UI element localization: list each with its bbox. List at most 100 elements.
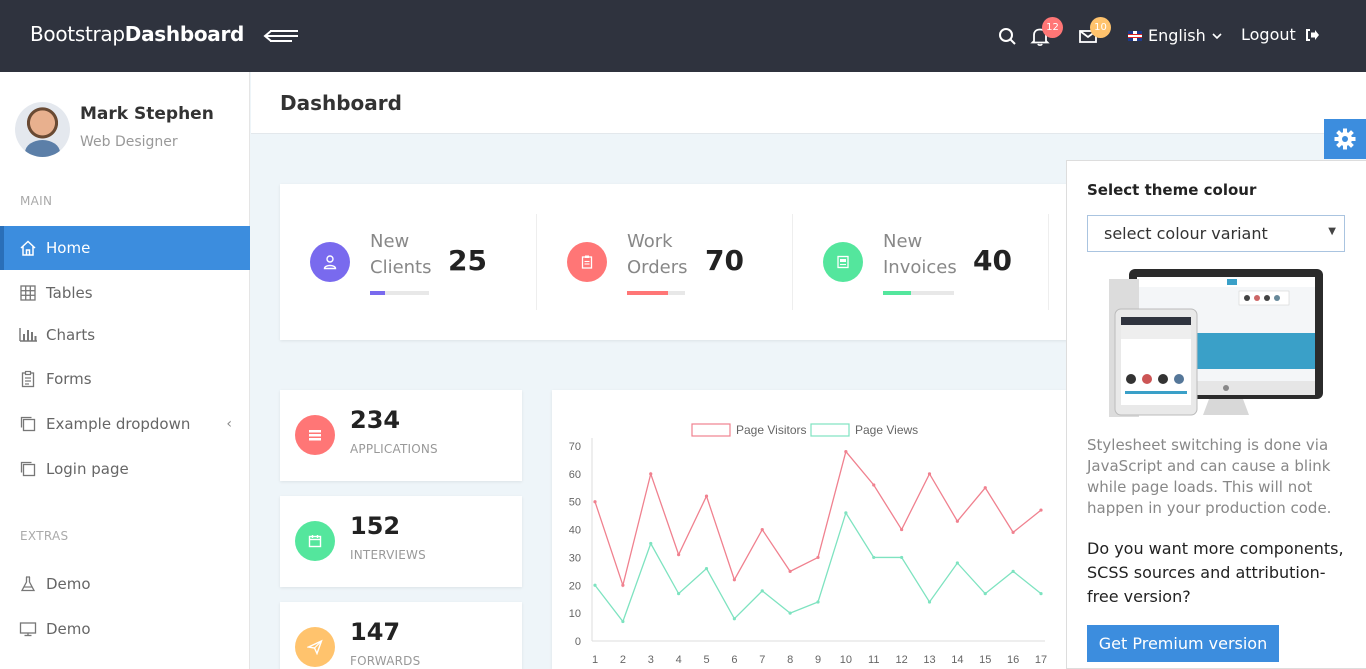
sidebar-item-tables[interactable]: Tables bbox=[0, 271, 250, 315]
brand-text-light: Bootstrap bbox=[30, 22, 125, 46]
data-point bbox=[872, 555, 876, 560]
sidebar-item-forms[interactable]: Forms bbox=[0, 357, 250, 401]
data-point bbox=[1039, 508, 1043, 512]
sidebar-item-example-dropdown[interactable]: Example dropdown ‹ bbox=[0, 402, 250, 446]
logout-link[interactable]: Logout bbox=[1241, 25, 1320, 44]
card-icon-circle bbox=[295, 627, 335, 667]
sidebar-item-demo-1[interactable]: Demo bbox=[0, 562, 250, 606]
card-applications: 234 APPLICATIONS bbox=[280, 390, 522, 481]
card-icon-circle bbox=[295, 415, 335, 455]
y-tick-label: 0 bbox=[575, 636, 581, 648]
search-button[interactable] bbox=[996, 24, 1020, 48]
sidebar-item-label: Demo bbox=[46, 575, 91, 593]
get-premium-button[interactable]: Get Premium version bbox=[1087, 625, 1279, 662]
data-point bbox=[844, 511, 848, 515]
logout-label: Logout bbox=[1241, 25, 1296, 44]
data-point bbox=[760, 527, 764, 532]
series-line-page-visitors bbox=[594, 450, 1042, 588]
data-point bbox=[927, 600, 932, 604]
sidebar-item-label: Demo bbox=[46, 620, 91, 638]
x-tick-label: 17 bbox=[1035, 654, 1047, 666]
data-point bbox=[649, 541, 653, 546]
data-point bbox=[900, 527, 904, 532]
x-tick-label: 5 bbox=[703, 654, 709, 666]
x-tick-label: 6 bbox=[731, 654, 737, 666]
data-point bbox=[955, 519, 959, 523]
user-role: Web Designer bbox=[80, 134, 178, 150]
series-line-page-views bbox=[594, 511, 1042, 623]
chevron-left-icon: ‹ bbox=[226, 416, 232, 432]
card-label: APPLICATIONS bbox=[350, 442, 438, 456]
sidebar-item-label: Login page bbox=[46, 460, 129, 478]
paper-plane-icon bbox=[307, 639, 323, 655]
data-point bbox=[955, 561, 959, 565]
data-point bbox=[732, 617, 736, 621]
chevron-down-icon bbox=[1212, 32, 1222, 39]
brand-logo[interactable]: BootstrapDashboard bbox=[30, 22, 244, 46]
stat-icon-circle bbox=[823, 242, 863, 282]
notifications-badge: 12 bbox=[1042, 17, 1063, 38]
legend-swatch bbox=[810, 423, 850, 437]
sidebar-item-login-page[interactable]: Login page bbox=[0, 447, 250, 491]
data-point bbox=[677, 553, 681, 557]
y-tick-label: 50 bbox=[569, 497, 581, 509]
stat-progress-fill bbox=[370, 291, 385, 295]
data-point bbox=[677, 592, 681, 596]
flask-icon bbox=[18, 574, 38, 594]
data-point bbox=[983, 486, 987, 490]
divider bbox=[536, 214, 537, 310]
data-point bbox=[983, 592, 987, 596]
language-label: English bbox=[1148, 26, 1206, 45]
y-tick-label: 20 bbox=[569, 580, 581, 592]
sidebar-item-home[interactable]: Home bbox=[0, 226, 250, 270]
colour-variant-select[interactable]: select colour variant ▼ bbox=[1087, 215, 1345, 252]
data-point bbox=[593, 583, 597, 587]
select-value: select colour variant bbox=[1104, 224, 1268, 243]
legend-swatch bbox=[691, 423, 731, 437]
stat-value: 25 bbox=[448, 244, 487, 277]
menu-toggle-button[interactable] bbox=[262, 26, 300, 46]
stat-value: 70 bbox=[705, 244, 744, 277]
theme-settings-toggle[interactable] bbox=[1324, 119, 1366, 159]
data-point bbox=[621, 619, 625, 624]
language-dropdown[interactable]: English bbox=[1128, 26, 1222, 45]
stat-label: New Invoices bbox=[883, 231, 957, 278]
sidebar-item-label: Forms bbox=[46, 370, 92, 388]
windows-icon bbox=[18, 414, 38, 434]
sidebar-item-label: Example dropdown bbox=[46, 415, 191, 433]
data-point bbox=[732, 578, 736, 582]
stat-new-invoices: New Invoices 40 bbox=[823, 214, 1053, 310]
data-point bbox=[788, 569, 792, 573]
avatar[interactable] bbox=[15, 102, 70, 157]
data-point bbox=[704, 566, 709, 571]
data-point bbox=[872, 483, 876, 487]
panel-title: Select theme colour bbox=[1087, 181, 1257, 199]
card-value: 234 bbox=[350, 406, 401, 434]
x-tick-label: 1 bbox=[592, 654, 598, 666]
list-icon bbox=[309, 430, 321, 441]
sidebar-item-demo-2[interactable]: Demo bbox=[0, 607, 250, 651]
arrow-left-menu-icon bbox=[263, 30, 298, 42]
sidebar-item-charts[interactable]: Charts bbox=[0, 313, 250, 357]
panel-note: Stylesheet switching is done via JavaScr… bbox=[1087, 436, 1332, 517]
card-icon-circle bbox=[295, 521, 335, 561]
stat-progress-fill bbox=[883, 291, 912, 295]
stat-icon-circle bbox=[567, 242, 607, 282]
brand-text-bold: Dashboard bbox=[124, 22, 245, 46]
grid-icon bbox=[18, 283, 38, 303]
x-tick-label: 11 bbox=[868, 654, 879, 666]
data-point bbox=[649, 472, 653, 476]
x-tick-label: 3 bbox=[648, 654, 654, 666]
line-chart-card: 0 10 20 30 40 50 60 70 1 2 3 4 5 6 7 8 9 10 11 12 13 14 15 16 17… bbox=[552, 390, 1072, 669]
divider bbox=[792, 214, 793, 310]
sidebar-item-label: Tables bbox=[46, 284, 93, 302]
stat-value: 40 bbox=[973, 244, 1012, 277]
data-point bbox=[704, 494, 709, 498]
messages-badge: 10 bbox=[1090, 17, 1111, 38]
stat-icon-circle bbox=[310, 242, 350, 282]
x-tick-label: 12 bbox=[896, 654, 908, 666]
card-interviews: 152 INTERVIEWS bbox=[280, 496, 522, 587]
sidebar-item-label: Charts bbox=[46, 326, 96, 344]
top-navbar: BootstrapDashboard 12 10 English bbox=[0, 0, 1366, 72]
